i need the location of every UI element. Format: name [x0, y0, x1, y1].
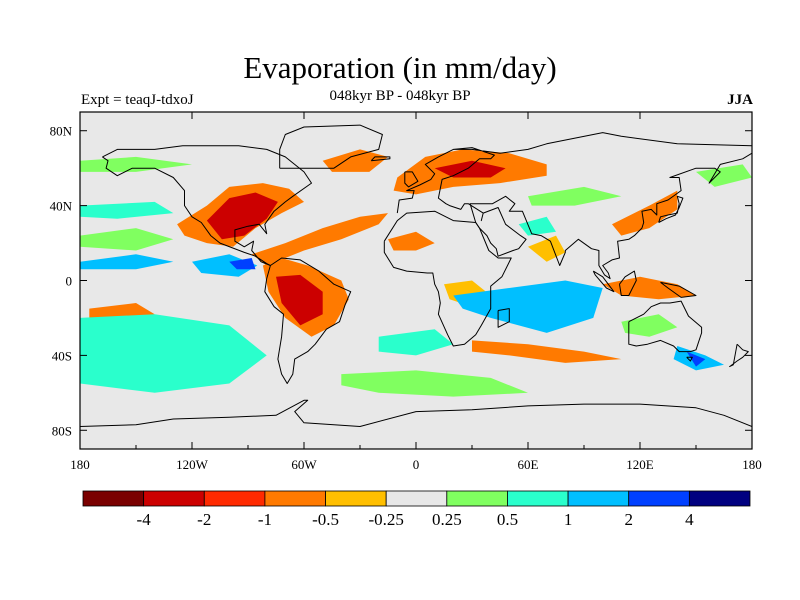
colorbar-swatch — [203, 490, 266, 507]
colorbar-swatch — [688, 490, 751, 507]
anomaly-region-24 — [80, 201, 174, 219]
anomaly-region-30 — [518, 216, 556, 236]
lat-tick-label: 40S — [52, 348, 72, 363]
lat-tick-label: 0 — [66, 274, 73, 289]
colorbar-label: -2 — [197, 510, 211, 529]
lon-tick-label: 0 — [413, 457, 420, 472]
coastline-15 — [80, 399, 752, 427]
anomaly-region-1 — [206, 192, 278, 240]
anomaly-region-18 — [229, 258, 256, 270]
coastline-1 — [264, 257, 352, 384]
colorbar-swatch — [507, 490, 569, 507]
anomaly-region-7 — [322, 149, 388, 172]
colorbar-swatch — [567, 490, 630, 507]
colorbar: -4 -2 -1 -0.5 -0.25 0.25 0.5 1 2 4 — [82, 490, 751, 529]
colorbar-swatch — [264, 490, 326, 507]
colorbar-label: -1 — [258, 510, 272, 529]
lon-tick-label: 120W — [176, 457, 209, 472]
colorbar-swatch — [446, 490, 508, 507]
coastline-10 — [619, 270, 637, 296]
coastline-4 — [404, 171, 419, 188]
coastline-2 — [279, 124, 383, 169]
anomaly-region-8 — [388, 231, 435, 251]
chart-subtitle: 048kyr BP - 048kyr BP — [329, 88, 471, 104]
anomaly-region-11 — [602, 276, 696, 300]
colorbar-label: 1 — [564, 510, 573, 529]
coastline-9 — [592, 270, 615, 293]
anomaly-region-13 — [472, 340, 622, 363]
lat-tick-label: 80N — [50, 124, 73, 139]
coastline-0 — [102, 145, 312, 266]
season-label: JJA — [727, 92, 753, 108]
chart-title: Evaporation (in mm/day) — [243, 50, 557, 85]
anomaly-region-4 — [251, 213, 388, 266]
colorbar-swatch — [82, 490, 145, 507]
anomaly-region-25 — [341, 370, 528, 397]
lon-tick-label: 60W — [291, 457, 317, 472]
colorbar-label: -0.25 — [368, 510, 403, 529]
anomaly-region-31 — [621, 314, 678, 337]
colorbar-label: 0.5 — [497, 510, 518, 529]
lon-tick-label: 120E — [626, 457, 654, 472]
coastline-layer — [80, 124, 752, 427]
experiment-label: Expt = teaqJ-tdxoJ — [81, 92, 194, 108]
anomaly-region-21 — [686, 351, 706, 367]
colorbar-swatch — [325, 490, 387, 507]
anomaly-region-19 — [80, 254, 174, 270]
lat-tick-label: 40N — [50, 199, 73, 214]
coastline-14 — [729, 343, 749, 368]
coastline-5 — [383, 210, 512, 347]
colorbar-swatch — [385, 490, 448, 507]
anomaly-region-26 — [378, 329, 454, 356]
anomaly-region-6 — [434, 160, 506, 178]
anomaly-region-23 — [80, 228, 174, 251]
colorbar-swatch — [143, 490, 205, 507]
axis-layer: 180 120W 60W 0 60E 120E 180 80N 40N 0 40S 80S — [50, 112, 762, 472]
coastline-3 — [370, 156, 391, 162]
anomaly-region-29 — [528, 186, 622, 206]
colorbar-label: 2 — [624, 510, 633, 529]
lon-tick-label: 60E — [518, 457, 539, 472]
coastline-8 — [658, 195, 684, 223]
colorbar-swatch — [628, 490, 690, 507]
colorbar-label: -4 — [137, 510, 152, 529]
coastline-6 — [497, 308, 510, 328]
lat-tick-label: 80S — [52, 423, 72, 438]
coastline-11 — [660, 281, 697, 298]
anomaly-region-3 — [276, 274, 323, 326]
colorbar-label: 4 — [685, 510, 694, 529]
anomaly-region-22 — [80, 314, 267, 393]
colorbar-label: -0.5 — [312, 510, 339, 529]
coastline-13 — [686, 356, 693, 362]
lon-tick-label: 180 — [742, 457, 762, 472]
colorbar-label: 0.25 — [432, 510, 462, 529]
coastline-7 — [396, 132, 752, 280]
coastline-12 — [628, 300, 703, 353]
lon-tick-label: 180 — [70, 457, 90, 472]
